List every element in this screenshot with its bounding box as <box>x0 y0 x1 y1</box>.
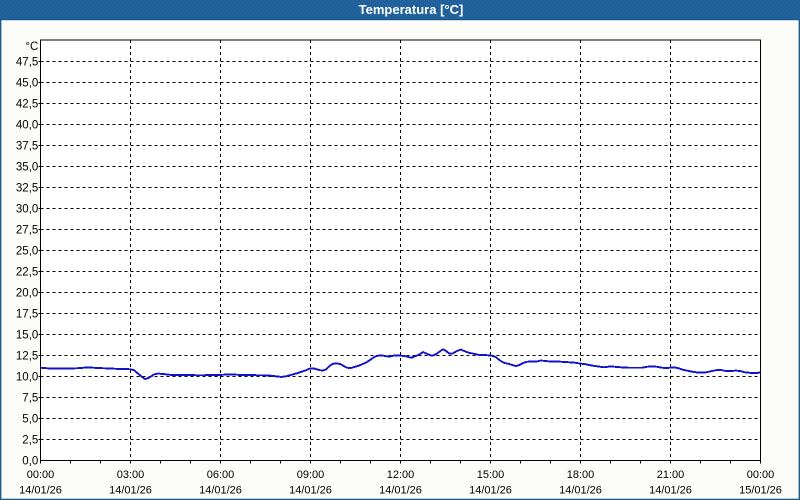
svg-text:2,5: 2,5 <box>22 435 38 447</box>
svg-text:37,5: 37,5 <box>16 141 38 153</box>
svg-text:14/01/26: 14/01/26 <box>559 485 602 497</box>
svg-text:30,0: 30,0 <box>16 204 38 216</box>
svg-text:21:00: 21:00 <box>657 469 685 481</box>
svg-text:Temperatura [°C]: Temperatura [°C] <box>359 2 464 17</box>
svg-text:27,5: 27,5 <box>16 225 38 237</box>
svg-text:42,5: 42,5 <box>16 99 38 111</box>
svg-text:12:00: 12:00 <box>387 469 415 481</box>
svg-text:45,0: 45,0 <box>16 78 38 90</box>
svg-text:00:00: 00:00 <box>747 469 775 481</box>
svg-text:12,5: 12,5 <box>16 351 38 363</box>
svg-text:14/01/26: 14/01/26 <box>289 485 332 497</box>
svg-text:32,5: 32,5 <box>16 183 38 195</box>
svg-text:14/01/26: 14/01/26 <box>199 485 242 497</box>
svg-text:09:00: 09:00 <box>297 469 325 481</box>
svg-text:03:00: 03:00 <box>117 469 145 481</box>
svg-text:0,0: 0,0 <box>22 456 38 468</box>
svg-text:20,0: 20,0 <box>16 288 38 300</box>
svg-text:14/01/26: 14/01/26 <box>649 485 692 497</box>
svg-text:14/01/26: 14/01/26 <box>19 485 62 497</box>
svg-text:7,5: 7,5 <box>22 393 38 405</box>
svg-text:18:00: 18:00 <box>567 469 595 481</box>
svg-text:°C: °C <box>25 41 38 53</box>
svg-text:47,5: 47,5 <box>16 57 38 69</box>
svg-text:14/01/26: 14/01/26 <box>379 485 422 497</box>
svg-text:00:00: 00:00 <box>27 469 55 481</box>
svg-text:06:00: 06:00 <box>207 469 235 481</box>
svg-text:22,5: 22,5 <box>16 267 38 279</box>
svg-text:25,0: 25,0 <box>16 246 38 258</box>
svg-text:14/01/26: 14/01/26 <box>469 485 512 497</box>
svg-text:5,0: 5,0 <box>22 414 38 426</box>
svg-text:10,0: 10,0 <box>16 372 38 384</box>
svg-text:15/01/26: 15/01/26 <box>739 485 782 497</box>
svg-text:17,5: 17,5 <box>16 309 38 321</box>
svg-text:15:00: 15:00 <box>477 469 505 481</box>
svg-text:15,0: 15,0 <box>16 330 38 342</box>
svg-text:14/01/26: 14/01/26 <box>109 485 152 497</box>
svg-text:40,0: 40,0 <box>16 120 38 132</box>
svg-text:35,0: 35,0 <box>16 162 38 174</box>
